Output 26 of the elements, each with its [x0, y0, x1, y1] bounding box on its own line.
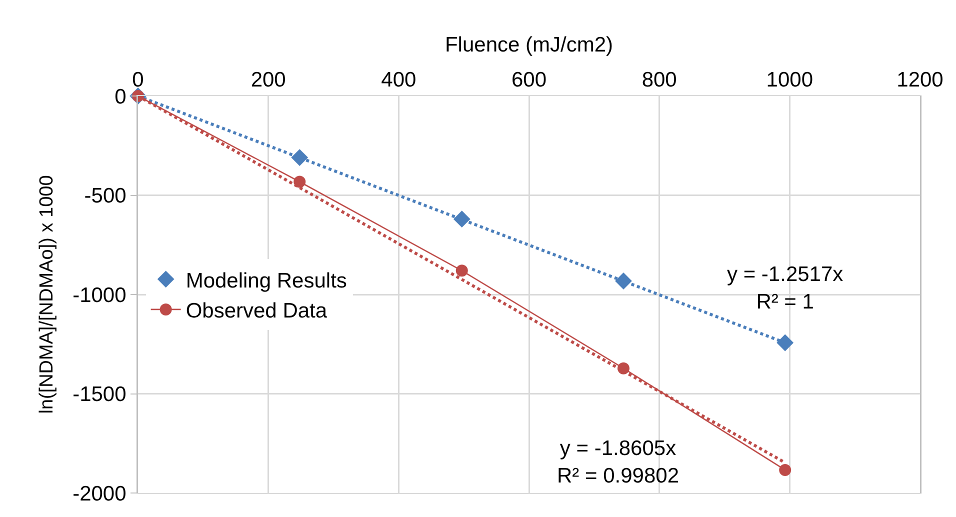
x-tick-label: 400	[381, 68, 416, 92]
y-tick-label: 0	[114, 85, 126, 108]
y-axis-title: ln([NDMA]/[NDMAo]) x 1000	[36, 175, 58, 414]
y-tick-label: -500	[84, 184, 126, 208]
point	[456, 264, 468, 277]
annotation: y = -1.2517x R² = 1	[727, 263, 844, 314]
x-axis-title: Fluence (mJ/cm2)	[444, 34, 614, 57]
point	[615, 272, 632, 290]
point	[294, 176, 306, 188]
legend-label: Modeling Results	[186, 269, 347, 292]
x-tick-label: 1000	[766, 68, 814, 92]
point	[779, 464, 792, 476]
x-tick-label: 1200	[896, 68, 944, 92]
point	[617, 362, 630, 374]
x-tick-label: 0	[132, 68, 144, 92]
x-tick-label: 800	[642, 68, 677, 92]
y-tick-label: -2000	[72, 482, 126, 506]
legend-label: Observed Data	[186, 300, 328, 323]
y-tick-label: -1000	[72, 284, 126, 307]
annotation: y = -1.8605x R² = 0.99802	[557, 437, 680, 488]
x-tick-label: 600	[511, 68, 547, 92]
y-tick-label: -1500	[72, 383, 126, 406]
x-tick-label: 200	[250, 68, 286, 92]
point	[776, 334, 794, 352]
point	[291, 149, 308, 166]
point	[453, 210, 470, 228]
